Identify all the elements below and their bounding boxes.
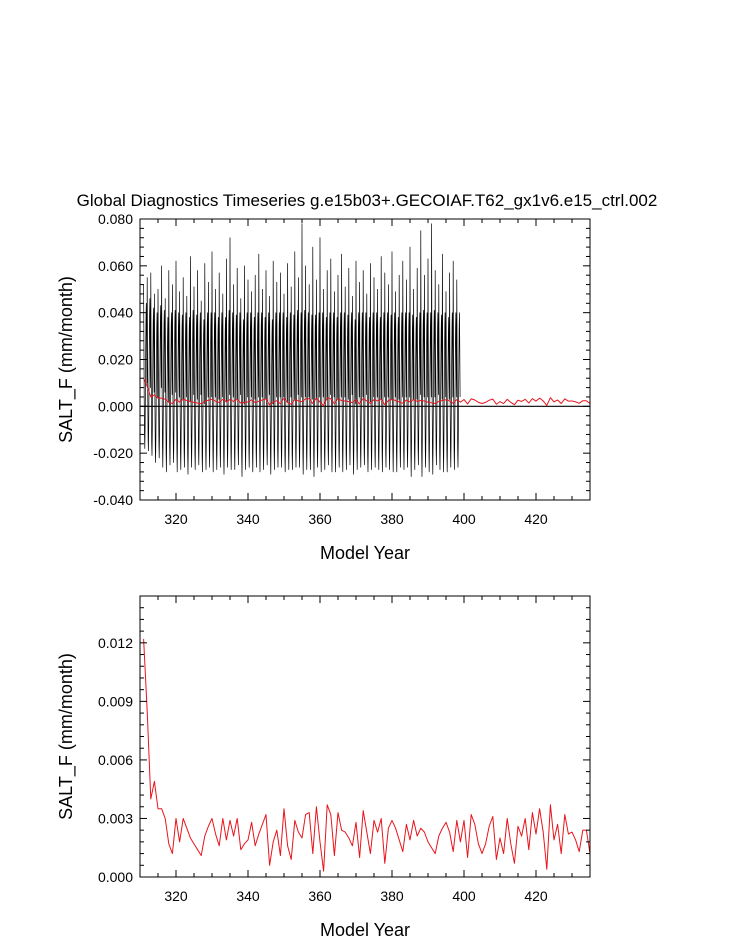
x-tick-label: 360 xyxy=(308,888,332,904)
x-tick-label: 420 xyxy=(524,888,548,904)
series-line-0 xyxy=(143,223,461,477)
y-tick-label: 0.009 xyxy=(98,693,133,709)
y-axis-label: SALT_F (mm/month) xyxy=(56,276,77,443)
y-tick-label: 0.006 xyxy=(98,752,133,768)
top-timeseries-panel: 320 340 360 380 400 420 -0.040 -0.020 0.000 0.020… xyxy=(56,211,591,563)
bottom-annual-panel: 320 340 360 380 400 420 0.000 0.003 0.006 0.009 0.… xyxy=(56,595,591,940)
y-tick-label: -0.040 xyxy=(93,492,133,508)
x-tick-label: 380 xyxy=(380,888,404,904)
x-tick-label: 340 xyxy=(236,888,260,904)
y-tick-label: 0.040 xyxy=(98,305,133,321)
y-tick-label: 0.003 xyxy=(98,810,133,826)
y-tick-label: 0.060 xyxy=(98,258,133,274)
y-tick-label: 0.012 xyxy=(98,635,133,651)
x-tick-label: 400 xyxy=(452,888,476,904)
y-axis-label: SALT_F (mm/month) xyxy=(56,653,77,820)
x-tick-label: 380 xyxy=(380,511,404,527)
y-tick-label: -0.020 xyxy=(93,445,133,461)
x-axis-label: Model Year xyxy=(320,920,410,940)
y-tick-label: 0.080 xyxy=(98,211,133,227)
y-tick-label: 0.000 xyxy=(98,869,133,885)
x-tick-label: 320 xyxy=(164,511,188,527)
x-tick-label: 340 xyxy=(236,511,260,527)
y-tick-label: 0.020 xyxy=(98,352,133,368)
x-axis-label: Model Year xyxy=(320,543,410,563)
y-tick-label: 0.000 xyxy=(98,398,133,414)
x-tick-label: 320 xyxy=(164,888,188,904)
series-line-0 xyxy=(143,638,590,872)
series-line-1 xyxy=(143,377,590,407)
plot-frame xyxy=(139,595,591,878)
x-tick-label: 420 xyxy=(524,511,548,527)
x-tick-label: 360 xyxy=(308,511,332,527)
chart-title: Global Diagnostics Timeseries g.e15b03+.… xyxy=(77,191,658,210)
x-tick-label: 400 xyxy=(452,511,476,527)
